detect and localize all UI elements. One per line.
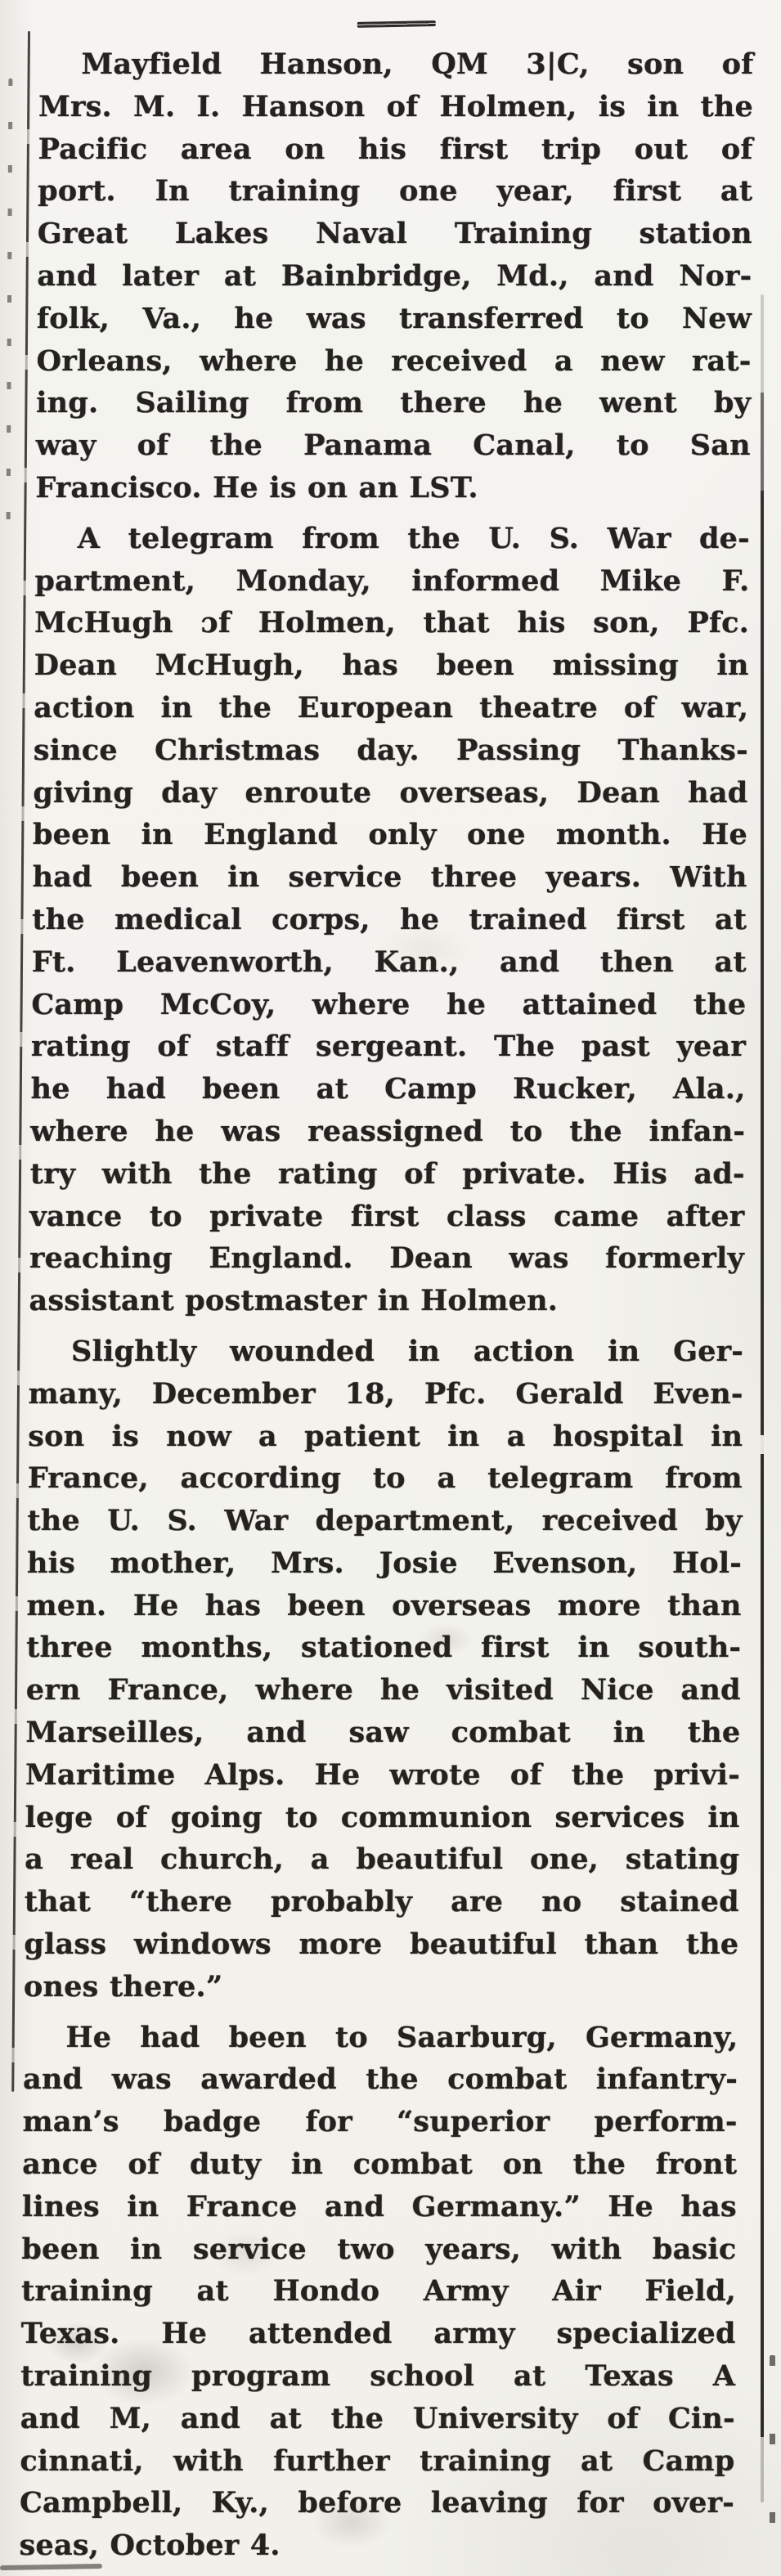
section-divider-rule [357, 20, 436, 28]
article-line: rating of staff sergeant. The past year [30, 1030, 747, 1064]
article-line: cinnati, with further training at Camp [20, 2444, 735, 2478]
article-line: and later at Bainbridge, Md., and Nor- [37, 258, 752, 293]
article-line: McHugh ɔf Holmen, that his son, Pfc. [34, 606, 750, 640]
article-line: ones there.” [23, 1969, 223, 2004]
article-line: lines in France and Germany.” He has [21, 2189, 737, 2224]
article-column: Mayfield Hanson, QM 3|C, son of Mrs. M. I… [19, 0, 754, 2567]
article-line: Slightly wounded in action in Ger- [70, 1334, 744, 1368]
article-line: training at Hondo Army Air Field, [20, 2274, 737, 2309]
article-line: giving day enroute overseas, Dean had [33, 775, 748, 810]
article-body: Mayfield Hanson, QM 3|C, son of Mrs. M. I… [19, 43, 753, 2567]
article-line: Dean McHugh, has been missing in [34, 648, 749, 683]
article-line: had been in service three years. With [32, 860, 747, 895]
article-line: training program school at Texas A [20, 2359, 736, 2394]
article-line: his mother, Mrs. Josie Evenson, Hol- [26, 1546, 743, 1580]
article-line: France, according to a telegram from [27, 1461, 743, 1496]
article-line: glass windows more beautiful than the [24, 1928, 739, 1962]
article-line: men. He has been overseas more than [26, 1588, 742, 1622]
paragraph: A telegram from the U. S. War de-partmen… [29, 518, 750, 1322]
article-line: Great Lakes Naval Training station [37, 217, 752, 251]
article-line: Marseilles, and saw combat in the [25, 1716, 741, 1750]
article-line: been in England only one month. He [32, 818, 748, 852]
article-line: action in the European theatre of war, [34, 690, 749, 725]
paragraph: He had been to Saarburg, Germany, and was… [19, 2017, 738, 2567]
article-line: ern France, where he visited Nice and [25, 1673, 741, 1708]
article-line: ance of duty in combat on the front [22, 2147, 738, 2182]
paragraph: Mayfield Hanson, QM 3|C, son of Mrs. M. I… [35, 43, 753, 509]
article-line: a real church, a beautiful one, stating [24, 1842, 740, 1877]
article-line: Mrs. M. I. Hanson of Holmen, is in the [38, 89, 754, 123]
margin-fragment-marks [6, 78, 13, 525]
article-line: Ft. Leavenworth, Kan., and then at [31, 945, 747, 979]
article-line: Texas. He attended army specialized [20, 2317, 736, 2351]
column-rule-right [761, 294, 764, 2502]
article-line: seas, October 4. [19, 2529, 281, 2563]
article-line: three months, stationed first in south- [26, 1631, 742, 1665]
article-line: Orleans, where he received a new rat- [36, 343, 752, 378]
article-line: vance to private first class came after [29, 1199, 745, 1233]
article-line: since Christmas day. Passing Thanks- [33, 733, 748, 767]
article-line: Mayfield Hanson, QM 3|C, son of [81, 47, 754, 81]
article-line: lege of going to communion services in [25, 1800, 740, 1834]
article-line: assistant postmaster in Holmen. [29, 1284, 559, 1318]
article-line: ing. Sailing from there he went by [35, 386, 752, 420]
article-line: that “there probably are no stained [24, 1885, 739, 1919]
article-line: many, December 18, Pfc. Gerald Even- [28, 1376, 743, 1411]
article-line: been in service two years, with basic [21, 2232, 737, 2266]
article-line: man’s badge for “superior perform- [22, 2105, 738, 2139]
article-line: where he was reassigned to the infan- [29, 1114, 746, 1148]
article-line: He had been to Saarburg, Germany, [65, 2020, 738, 2054]
article-line: partment, Monday, informed Mike F. [34, 563, 750, 598]
article-line: try with the rating of private. His ad- [29, 1156, 745, 1191]
article-line: Francisco. He is on an LST. [35, 470, 479, 505]
article-line: Pacific area on his first trip out of [38, 132, 753, 166]
article-line: A telegram from the U. S. War de- [77, 521, 750, 555]
article-line: port. In training one year, first at [38, 174, 753, 209]
article-line: reaching England. Dean was formerly [29, 1241, 745, 1276]
article-line: he had been at Camp Rucker, Ala., [30, 1072, 746, 1106]
article-line: way of the Panama Canal, to San [35, 429, 751, 463]
article-line: the medical corps, he trained first at [32, 902, 747, 936]
article-line: and M, and at the University of Cin- [20, 2401, 735, 2435]
article-line: the U. S. War department, received by [27, 1504, 743, 1538]
article-line: and was awarded the combat infantry- [22, 2062, 738, 2097]
article-line: Maritime Alps. He wrote of the privi- [25, 1757, 741, 1792]
paragraph: Slightly wounded in action in Ger-many, … [24, 1331, 744, 2008]
edge-fragment-marks [770, 2355, 775, 2547]
article-line: Campbell, Ky., before leaving for over- [19, 2486, 735, 2520]
article-line: Camp McCoy, where he attained the [31, 987, 747, 1021]
article-line: son is now a patient in a hospital in [28, 1419, 743, 1453]
article-line: folk, Va., he was transferred to New [36, 301, 752, 335]
